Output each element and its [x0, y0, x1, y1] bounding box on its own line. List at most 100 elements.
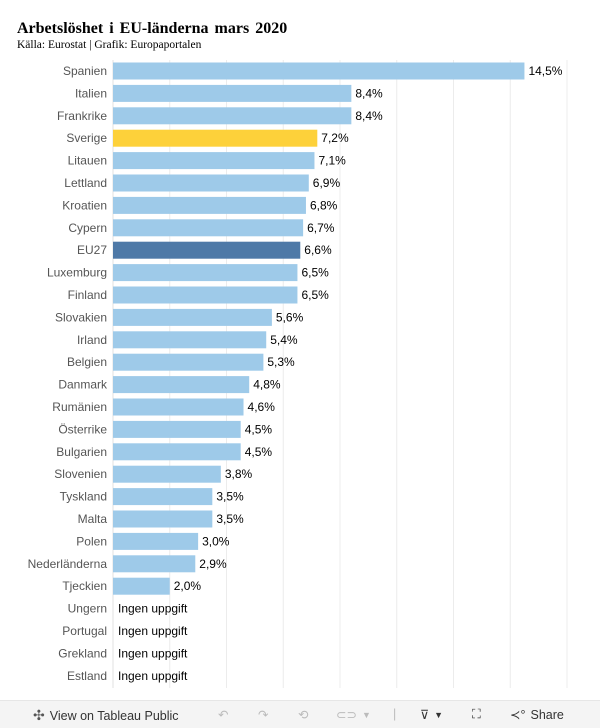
- data-label: 3,5%: [216, 490, 244, 504]
- data-label: 5,4%: [270, 333, 298, 347]
- category-label: Portugal: [62, 624, 107, 638]
- category-label: Polen: [76, 534, 107, 548]
- data-label: Ingen uppgift: [118, 624, 188, 638]
- data-label: 5,3%: [267, 355, 295, 369]
- download-icon: ⊽: [420, 708, 430, 722]
- category-label: Kroatien: [62, 198, 107, 212]
- data-label: 7,2%: [321, 131, 349, 145]
- category-label: Luxemburg: [47, 266, 107, 280]
- category-label: Österrike: [58, 422, 107, 436]
- share-label: Share: [530, 707, 564, 722]
- category-label: Litauen: [68, 154, 107, 168]
- bar: [113, 264, 298, 282]
- category-label: Belgien: [67, 355, 107, 369]
- bar: [113, 398, 244, 416]
- bar: [113, 555, 196, 573]
- category-label: Lettland: [64, 176, 107, 190]
- bar: [113, 308, 272, 326]
- data-label: 3,5%: [216, 512, 244, 526]
- bar: [113, 196, 306, 214]
- data-label: Ingen uppgift: [118, 646, 188, 660]
- bar: [113, 443, 241, 461]
- bar: [113, 174, 309, 192]
- category-label: Nederländerna: [28, 557, 108, 571]
- chevron-down-icon: ▼: [434, 709, 444, 720]
- refresh-button[interactable]: ⊂⊃ ▼: [336, 707, 371, 722]
- data-label: Ingen uppgift: [118, 669, 188, 683]
- category-label: Finland: [68, 288, 107, 302]
- bar: [113, 62, 525, 80]
- share-icon: ≺°: [510, 708, 526, 722]
- data-label: 2,0%: [174, 579, 202, 593]
- bar: [113, 219, 304, 237]
- revert-button[interactable]: ⟲: [298, 707, 308, 722]
- bar: [113, 420, 241, 438]
- data-label: 14,5%: [528, 64, 562, 78]
- category-label: EU27: [77, 243, 107, 257]
- bar-chart: Spanien 14,5% Italien 8,4% Frankrike 8,4% Sver…: [28, 60, 568, 688]
- category-label: Tyskland: [60, 490, 107, 504]
- data-label: 3,8%: [225, 467, 253, 481]
- data-label: 4,8%: [253, 378, 281, 392]
- data-label: 6,8%: [310, 198, 338, 212]
- data-label: 6,7%: [307, 221, 335, 235]
- revert-icon: ⟲: [298, 708, 309, 722]
- bar: [113, 465, 221, 483]
- tableau-logo-icon: ✣: [33, 707, 45, 723]
- category-label: Slovenien: [54, 467, 107, 481]
- category-label: Irland: [77, 333, 107, 347]
- bar: [113, 286, 298, 304]
- bar: [113, 129, 318, 147]
- category-label: Estland: [67, 669, 107, 683]
- bar: [113, 107, 352, 125]
- category-label: Cypern: [68, 221, 107, 235]
- refresh-icon: ⊂⊃: [336, 708, 357, 722]
- chart-title: Arbetslöshet i EU-länderna mars 2020: [17, 20, 288, 37]
- data-label: 5,6%: [276, 310, 304, 324]
- category-label: Spanien: [63, 64, 107, 78]
- data-label: 6,6%: [304, 243, 332, 257]
- data-label: 3,0%: [202, 534, 230, 548]
- category-label: Sverige: [66, 131, 107, 145]
- bar: [113, 532, 199, 550]
- data-label: Ingen uppgift: [118, 602, 188, 616]
- bar: [113, 331, 267, 349]
- redo-icon: ↷: [258, 708, 269, 722]
- data-label: 6,5%: [301, 266, 329, 280]
- data-label: 7,1%: [318, 154, 346, 168]
- category-label: Malta: [78, 512, 108, 526]
- share-button[interactable]: ≺° Share: [510, 707, 564, 723]
- bar: [113, 152, 315, 170]
- category-label: Rumänien: [52, 400, 107, 414]
- redo-button[interactable]: ↷: [258, 707, 268, 722]
- category-label: Frankrike: [57, 109, 107, 123]
- divider: |: [393, 707, 397, 721]
- data-label: 2,9%: [199, 557, 227, 571]
- chevron-down-icon: ▼: [361, 709, 371, 720]
- fullscreen-button[interactable]: ⛶: [472, 707, 481, 722]
- category-label: Bulgarien: [56, 445, 107, 459]
- data-label: 8,4%: [355, 86, 383, 100]
- view-on-tableau-label: View on Tableau Public: [49, 708, 179, 723]
- category-label: Italien: [75, 86, 107, 100]
- category-label: Ungern: [68, 602, 107, 616]
- data-label: 4,5%: [245, 422, 273, 436]
- view-on-tableau-button[interactable]: ✣ View on Tableau Public: [33, 707, 179, 724]
- tableau-toolbar: ✣ View on Tableau Public ↶ ↷ ⟲ ⊂⊃ ▼ | ⊽ ▼ …: [0, 700, 600, 728]
- fullscreen-icon: ⛶: [472, 707, 481, 721]
- bar: [113, 488, 213, 506]
- undo-button[interactable]: ↶: [218, 707, 228, 722]
- bar: [113, 376, 250, 394]
- bar: [113, 241, 301, 259]
- download-button[interactable]: ⊽ ▼: [420, 707, 443, 722]
- bar: [113, 84, 352, 102]
- data-label: 6,9%: [313, 176, 341, 190]
- data-label: 4,6%: [248, 400, 276, 414]
- chart-subtitle: Källa: Eurostat | Grafik: Europaportalen: [17, 39, 202, 51]
- bar: [113, 510, 213, 528]
- data-label: 4,5%: [245, 445, 273, 459]
- category-label: Slovakien: [55, 310, 107, 324]
- bar: [113, 353, 264, 371]
- category-label: Danmark: [58, 378, 108, 392]
- undo-icon: ↶: [218, 708, 229, 722]
